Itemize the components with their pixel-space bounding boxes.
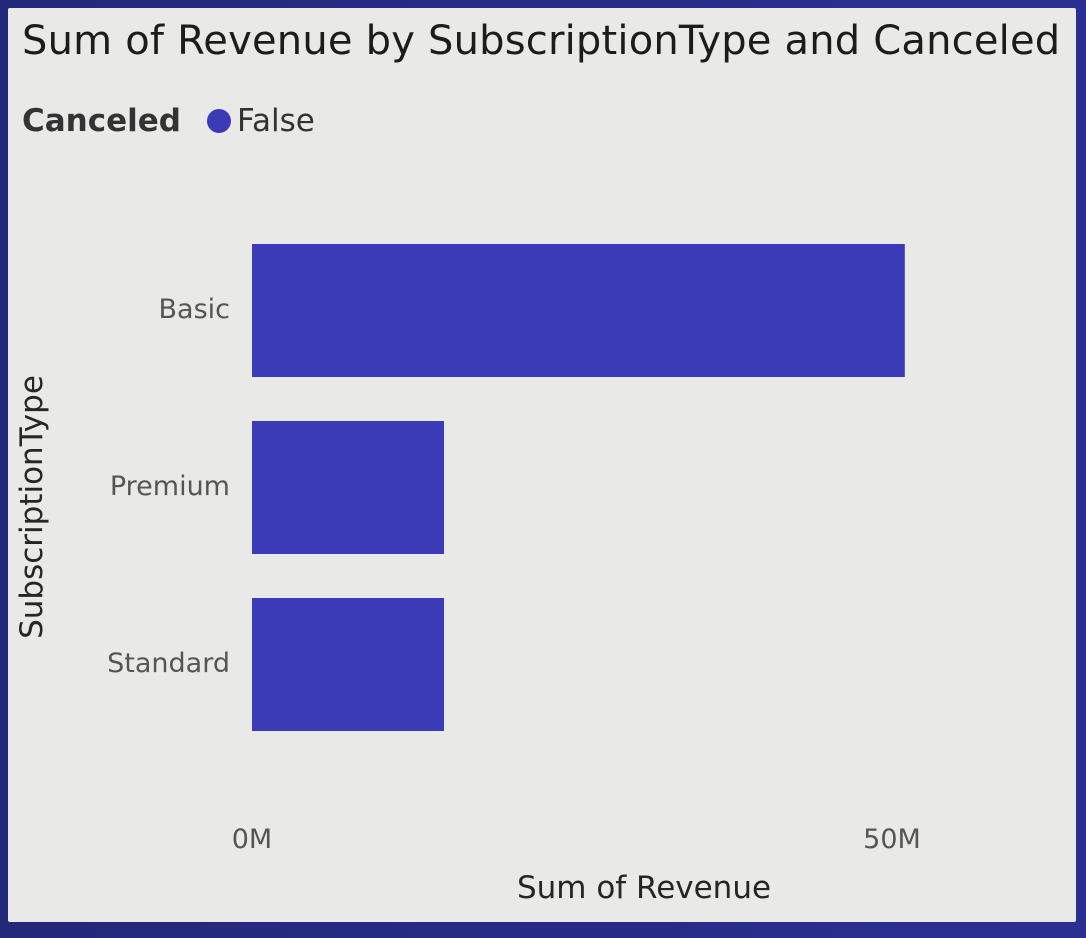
x-tick-label: 50M [863,824,921,855]
bar-basic[interactable] [252,244,905,377]
chart-visual[interactable]: Sum of Revenue by SubscriptionType and C… [8,8,1076,922]
chart-title: Sum of Revenue by SubscriptionType and C… [22,18,1061,64]
category-label-standard: Standard [107,648,230,679]
legend-entry-label[interactable]: False [236,103,315,139]
legend-title: Canceled [22,103,181,139]
bar-premium[interactable] [252,421,444,554]
bar-standard[interactable] [252,598,444,731]
plot-area: Basic Premium Standard 0M 50M [107,244,921,855]
category-label-premium: Premium [110,471,230,502]
category-label-basic: Basic [159,294,230,325]
x-tick-label: 0M [232,824,272,855]
x-axis-title: Sum of Revenue [516,870,772,906]
legend: Canceled False [22,101,315,141]
legend-marker-icon [206,109,231,133]
